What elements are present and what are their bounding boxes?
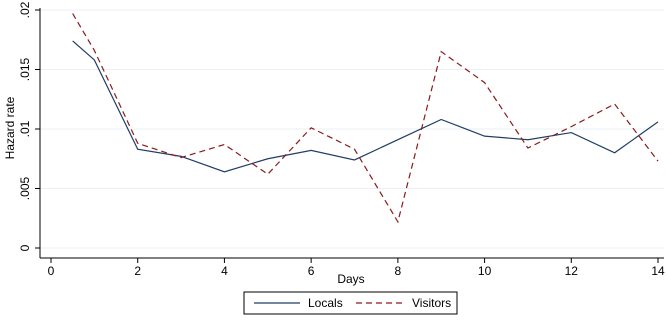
y-tick-label: .01 bbox=[18, 120, 32, 137]
legend: Locals Visitors bbox=[243, 291, 458, 315]
axes bbox=[39, 8, 664, 259]
series-lines bbox=[72, 13, 659, 224]
x-tick-label: 4 bbox=[221, 264, 228, 278]
y-axis-title: Hazard rate bbox=[3, 96, 17, 159]
legend-label-locals: Locals bbox=[308, 296, 343, 310]
x-axis-title: Days bbox=[337, 272, 364, 286]
y-ticks: 0 .005 .01 .015 .02 bbox=[18, 1, 40, 251]
legend-label-visitors: Visitors bbox=[412, 296, 451, 310]
y-tick-label: 0 bbox=[18, 244, 32, 251]
legend-box bbox=[243, 291, 458, 315]
x-ticks: 0 2 4 6 8 10 12 14 bbox=[48, 258, 665, 278]
x-tick-label: 2 bbox=[134, 264, 141, 278]
x-tick-label: 12 bbox=[565, 264, 579, 278]
series-line-locals bbox=[72, 40, 659, 173]
x-tick-label: 10 bbox=[478, 264, 492, 278]
x-tick-label: 0 bbox=[48, 264, 55, 278]
y-tick-label: .015 bbox=[18, 57, 32, 81]
series-line-visitors bbox=[72, 13, 659, 224]
y-tick-label: .02 bbox=[18, 1, 32, 18]
y-tick-label: .005 bbox=[18, 176, 32, 200]
x-tick-label: 8 bbox=[395, 264, 402, 278]
x-tick-label: 14 bbox=[651, 264, 665, 278]
grid bbox=[40, 9, 664, 249]
x-tick-label: 6 bbox=[308, 264, 315, 278]
